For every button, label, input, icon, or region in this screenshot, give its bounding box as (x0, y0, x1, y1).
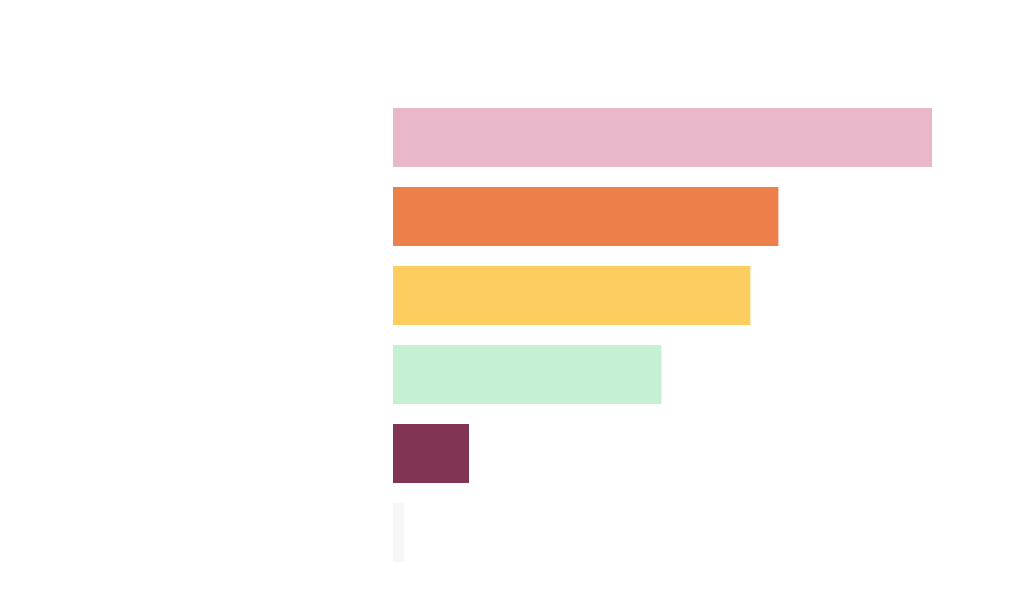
bar-5 (393, 424, 469, 483)
bar-2 (393, 187, 779, 246)
bars-group (393, 108, 932, 562)
bar-1 (393, 108, 932, 167)
bar-6 (393, 503, 404, 562)
bar-4 (393, 345, 662, 404)
bar-3 (393, 266, 751, 325)
